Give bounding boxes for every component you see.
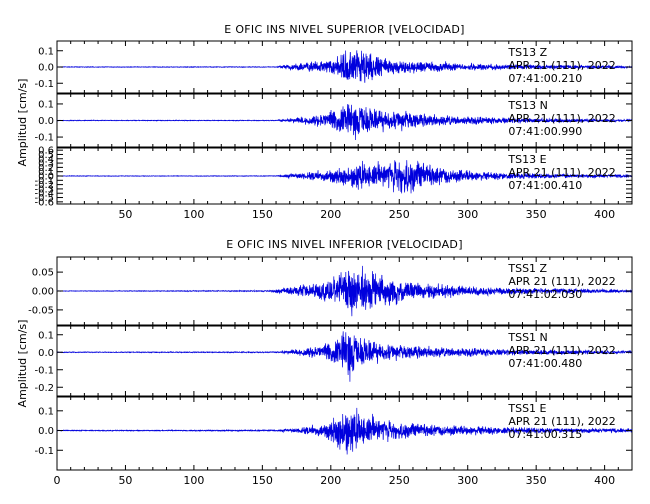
y-tick-label: -0.4 (34, 189, 54, 200)
chart-2: E OFIC INS NIVEL INFERIOR [VELOCIDAD] Amp… (16, 238, 633, 487)
y-tick-label: 0.1 (38, 330, 54, 341)
y-tick-label: 0.1 (38, 167, 54, 178)
y-tick-label: -0.1 (34, 176, 54, 187)
trace-date-label: APR 21 (111), 2022 (508, 415, 615, 428)
y-tick-label: 0.0 (38, 116, 54, 127)
x-tick-label: 200 (320, 474, 341, 487)
y-tick-label: -0.1 (34, 365, 54, 376)
trace-date-label: APR 21 (111), 2022 (508, 344, 615, 357)
trace-date-label: APR 21 (111), 2022 (508, 59, 615, 72)
x-tick-label: 150 (252, 474, 273, 487)
trace-station-label: TSS1 E (507, 402, 546, 415)
trace-station-label: TS13 E (507, 153, 546, 166)
y-tick-label: 0.00 (32, 287, 54, 298)
y-tick-label: 0.1 (38, 46, 54, 57)
y-tick-label: 0.0 (38, 426, 54, 437)
waveform-trace (56, 265, 633, 317)
y-axis-label: Amplitud [cm/s] (16, 320, 29, 408)
trace-station-label: TS13 Z (507, 46, 547, 59)
trace-station-label: TS13 N (507, 99, 547, 112)
y-tick-label: 0.5 (38, 150, 54, 161)
y-tick-label: 0.05 (32, 268, 54, 279)
trace-date-label: APR 21 (111), 2022 (508, 112, 615, 125)
y-tick-label: -0.3 (34, 184, 54, 195)
y-tick-label: 0.1 (38, 99, 54, 110)
x-tick-label: 50 (118, 474, 132, 487)
chart-title: E OFIC INS NIVEL SUPERIOR [VELOCIDAD] (224, 23, 464, 36)
y-tick-label: 0.0 (38, 172, 54, 183)
waveform-trace (56, 104, 632, 140)
trace-time-label: 07:41:00.480 (508, 357, 582, 370)
trace-station-label: TSS1 Z (507, 262, 547, 275)
chart-1: E OFIC INS NIVEL SUPERIOR [VELOCIDAD] Amp… (16, 23, 633, 221)
y-tick-label: -0.2 (34, 180, 54, 191)
x-tick-label: 100 (183, 474, 204, 487)
waveform-trace (56, 160, 633, 194)
waveform-trace (56, 50, 633, 83)
trace-date-label: APR 21 (111), 2022 (508, 166, 615, 179)
chart-title: E OFIC INS NIVEL INFERIOR [VELOCIDAD] (226, 238, 463, 251)
x-tick-label: 200 (320, 208, 341, 221)
y-tick-label: -0.1 (34, 133, 54, 144)
x-tick-label: 250 (389, 474, 410, 487)
y-tick-label: 0.6 (38, 146, 54, 157)
y-tick-label: -0.6 (34, 197, 54, 208)
y-tick-label: 0.0 (38, 63, 54, 74)
y-tick-label: 0.4 (38, 154, 54, 165)
x-tick-label: 50 (118, 208, 132, 221)
x-tick-label: 0 (54, 474, 61, 487)
y-tick-label: 0.3 (38, 159, 54, 170)
trace-time-label: 07:41:00.210 (508, 72, 582, 85)
y-tick-label: 0.1 (38, 406, 54, 417)
x-tick-label: 300 (457, 474, 478, 487)
trace-time-label: 07:41:00.410 (508, 179, 582, 192)
waveform-trace (56, 407, 633, 455)
x-tick-label: 400 (594, 208, 615, 221)
y-tick-label: -0.05 (28, 305, 54, 316)
y-tick-label: -0.2 (34, 383, 54, 394)
trace-time-label: 07:41:00.990 (508, 125, 582, 138)
waveform-trace (56, 331, 633, 382)
x-tick-label: 350 (526, 474, 547, 487)
trace-date-label: APR 21 (111), 2022 (508, 275, 615, 288)
x-tick-label: 400 (594, 474, 615, 487)
y-tick-label: 0.0 (38, 348, 54, 359)
x-tick-label: 150 (252, 208, 273, 221)
y-tick-label: -0.1 (34, 79, 54, 90)
trace-station-label: TSS1 N (507, 331, 547, 344)
trace-time-label: 07:41:00.315 (508, 428, 582, 441)
x-tick-label: 250 (389, 208, 410, 221)
panel-ts13-e: 0.60.50.40.30.20.10.0-0.1-0.2-0.3-0.4-0.… (34, 146, 633, 208)
x-tick-label: 300 (457, 208, 478, 221)
y-tick-label: 0.2 (38, 163, 54, 174)
y-axis-label: Amplitud [cm/s] (16, 79, 29, 167)
y-tick-label: -0.5 (34, 193, 54, 204)
y-tick-label: -0.1 (34, 446, 54, 457)
trace-time-label: 07:41:02.030 (508, 288, 582, 301)
x-tick-label: 100 (183, 208, 204, 221)
x-tick-label: 350 (526, 208, 547, 221)
